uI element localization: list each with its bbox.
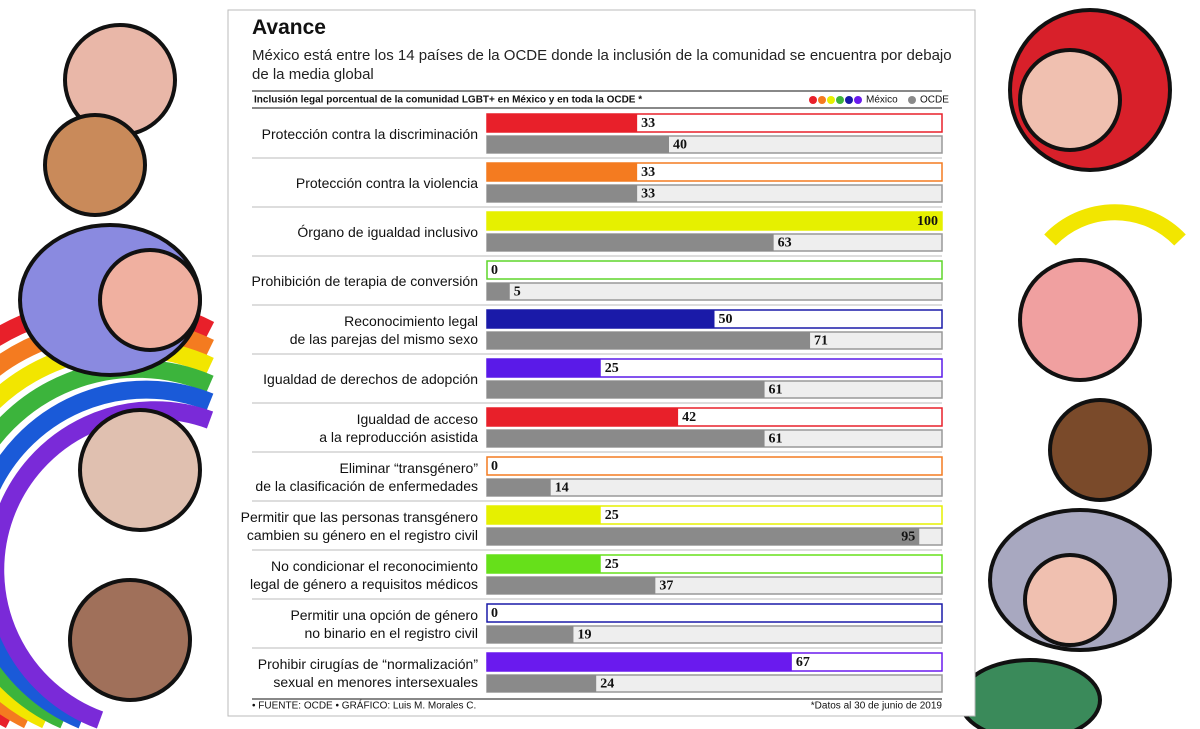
legend-label: México [866, 95, 898, 106]
bar [487, 359, 601, 377]
bar-track [486, 282, 943, 301]
category-label: Igualdad de acceso a la reproducción asi… [319, 411, 478, 445]
source: • FUENTE: OCDE • GRÁFICO: Luis M. Morale… [252, 699, 476, 712]
value-label: 67 [796, 655, 810, 670]
bar [487, 506, 601, 524]
bar [487, 528, 920, 545]
bar-track [486, 260, 943, 280]
legend: México OCDE [809, 95, 949, 106]
category-label: Protección contra la discriminación [261, 126, 478, 142]
value-label: 95 [901, 530, 915, 545]
bar [487, 212, 942, 230]
value-label: 71 [814, 334, 828, 349]
bar [487, 332, 811, 349]
value-label: 37 [659, 579, 673, 594]
bar [487, 555, 601, 573]
bar [487, 163, 638, 181]
category-label: Protección contra la violencia [295, 175, 478, 191]
bar [487, 479, 551, 496]
value-label: 61 [769, 383, 783, 398]
bar [487, 653, 792, 671]
value-label: 24 [600, 677, 614, 692]
category-label: Permitir una opción de género no binario… [290, 607, 478, 641]
value-label: 25 [605, 557, 619, 572]
bar [487, 310, 715, 328]
bar [487, 185, 638, 202]
bar-track [486, 603, 943, 623]
value-label: 33 [641, 116, 655, 131]
value-label: 33 [641, 187, 655, 202]
note: *Datos al 30 de junio de 2019 [811, 701, 943, 712]
category-label: Prohibir cirugías de “normalización” sex… [257, 656, 478, 690]
category-label: No condicionar el reconocimiento legal d… [249, 558, 478, 592]
category-label: Permitir que las personas transgénero ca… [240, 509, 478, 543]
category-label: Prohibición de terapia de conversión [251, 273, 478, 289]
value-label: 0 [491, 459, 498, 474]
bar [487, 408, 679, 426]
category-label: Reconocimiento legal de las parejas del … [289, 313, 478, 347]
bar [487, 114, 638, 132]
value-label: 5 [514, 285, 521, 300]
category-label: Igualdad de derechos de adopción [263, 371, 478, 387]
value-label: 61 [769, 432, 783, 447]
bar [487, 626, 574, 643]
decoration [0, 8, 1186, 729]
chart-label: Inclusión legal porcentual de la comunid… [254, 95, 642, 106]
value-label: 0 [491, 263, 498, 278]
category-label: Eliminar “transgénero” de la clasificaci… [255, 460, 478, 494]
value-label: 25 [605, 508, 619, 523]
value-label: 40 [673, 138, 687, 153]
value-label: 100 [917, 214, 938, 229]
bar-track [486, 456, 943, 476]
bar [487, 430, 765, 447]
legend-label: OCDE [920, 95, 949, 106]
bar [487, 234, 774, 251]
bar [487, 283, 510, 300]
category-label: Órgano de igualdad inclusivo [297, 224, 478, 240]
value-label: 0 [491, 606, 498, 621]
bar [487, 136, 669, 153]
value-label: 63 [778, 236, 792, 251]
value-label: 19 [577, 628, 591, 643]
value-label: 14 [555, 481, 569, 496]
bar [487, 577, 656, 594]
value-label: 25 [605, 361, 619, 376]
bar [487, 381, 765, 398]
bar [487, 675, 597, 692]
title: Avance [252, 16, 326, 39]
value-label: 33 [641, 165, 655, 180]
subtitle: México está entre los 14 países de la OC… [252, 47, 952, 83]
value-label: 42 [682, 410, 696, 425]
value-label: 50 [719, 312, 733, 327]
